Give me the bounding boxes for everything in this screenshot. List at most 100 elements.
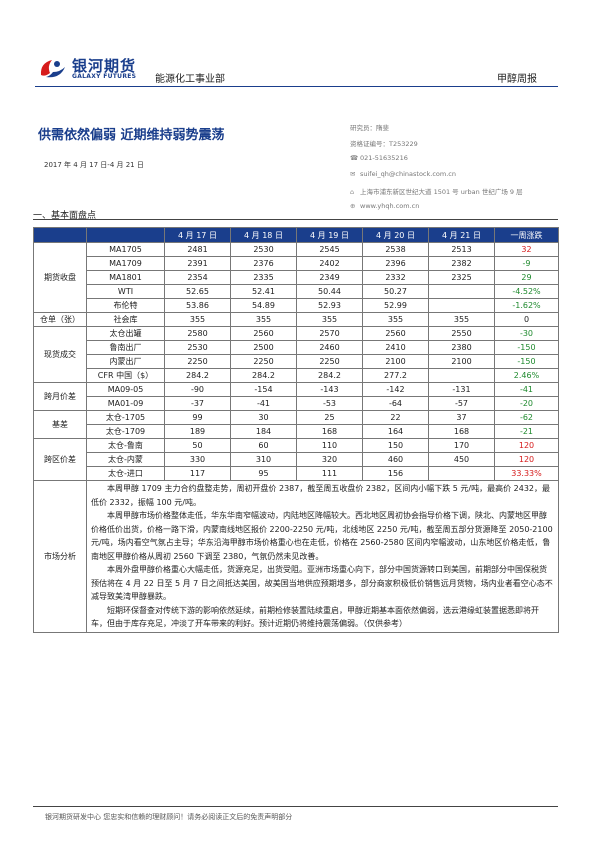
value-cell — [428, 298, 495, 313]
value-cell: 2396 — [362, 256, 429, 271]
item-label: 太仓-鲁南 — [86, 438, 165, 453]
change-cell: -20 — [494, 396, 559, 411]
change-cell: 32 — [494, 242, 559, 257]
value-cell: 2250 — [296, 354, 363, 369]
footer-divider — [33, 806, 558, 807]
value-cell: 50 — [164, 438, 231, 453]
item-label: MA09-05 — [86, 382, 165, 397]
value-cell: 277.2 — [362, 368, 429, 383]
value-cell: 110 — [296, 438, 363, 453]
table-row: MA1709 2391 2376 2402 2396 2382 -9 — [34, 256, 559, 271]
table-row: 跨月价差 MA09-05 -90 -154 -143 -142 -131 -41 — [33, 382, 559, 411]
value-cell: 2382 — [428, 256, 495, 271]
header-divider — [35, 86, 558, 87]
galaxy-logo-icon — [40, 60, 65, 78]
value-cell: 2530 — [164, 340, 231, 355]
item-label: 太仓-进口 — [86, 466, 165, 481]
item-label: 鲁南出厂 — [86, 340, 165, 355]
item-label: 太仓出罐 — [86, 326, 165, 341]
email-icon: ✉ — [350, 170, 356, 178]
value-cell: 52.99 — [362, 298, 429, 313]
value-cell: 2550 — [428, 326, 495, 341]
value-cell: 95 — [230, 466, 297, 481]
value-cell: 2391 — [164, 256, 231, 271]
value-cell: 355 — [164, 312, 231, 327]
column-header: 4 月 19 日 — [296, 227, 363, 243]
report-title: 供需依然偏弱 近期维持弱势震荡 — [38, 128, 225, 143]
value-cell: 189 — [164, 424, 231, 439]
table-row: 期货收盘 MA1705 2481 2530 2545 2538 2513 32 — [33, 242, 559, 313]
item-label: 内蒙出厂 — [86, 354, 165, 369]
value-cell: 2349 — [296, 270, 363, 285]
value-cell: 50.44 — [296, 284, 363, 299]
table-row: 布伦特 53.86 54.89 52.93 52.99 -1.62% — [34, 298, 559, 313]
analyst-license: 资格证编号：T253229 — [350, 140, 418, 148]
group-label: 跨月价差 — [33, 382, 87, 411]
value-cell: 284.2 — [296, 368, 363, 383]
value-cell: 2100 — [362, 354, 429, 369]
value-cell: 460 — [362, 452, 429, 467]
value-cell: 2545 — [296, 242, 363, 257]
value-cell: 330 — [164, 452, 231, 467]
value-cell: 450 — [428, 452, 495, 467]
analysis-paragraph: 本周甲醇市场价格整体走低，华东华南窄幅波动，内陆地区降幅较大。西北地区周初协会指… — [91, 511, 553, 561]
value-cell — [428, 284, 495, 299]
value-cell: -131 — [428, 382, 495, 397]
value-cell: 284.2 — [164, 368, 231, 383]
change-cell: -1.62% — [494, 298, 559, 313]
change-cell: -150 — [494, 340, 559, 355]
column-header: 4 月 18 日 — [230, 227, 297, 243]
table-row: MA1801 2354 2335 2349 2332 2325 29 — [34, 270, 559, 285]
group-label: 跨区价差 — [33, 438, 87, 481]
change-cell: 120 — [494, 438, 559, 453]
change-cell: 33.33% — [494, 466, 559, 481]
value-cell: 2560 — [230, 326, 297, 341]
value-cell: -37 — [164, 396, 231, 411]
address-icon: ⌂ — [350, 188, 355, 196]
section-title: 一、基本面盘点 — [33, 211, 97, 221]
value-cell: 111 — [296, 466, 363, 481]
table-row: 太仓-1709 189 184 168 164 168 -21 — [34, 424, 559, 439]
phone-icon: ☎ — [350, 154, 359, 162]
value-cell: 355 — [428, 312, 495, 327]
value-cell: -142 — [362, 382, 429, 397]
analysis-paragraph: 本周甲醇 1709 主力合约盘整走势，周初开盘价 2387，截至周五收盘价 23… — [91, 484, 551, 507]
value-cell: 60 — [230, 438, 297, 453]
table-row: CFR 中国（$） 284.2 284.2 284.2 277.2 2.46% — [34, 368, 559, 383]
value-cell: 2538 — [362, 242, 429, 257]
item-label: MA1709 — [86, 256, 165, 271]
value-cell: 2100 — [428, 354, 495, 369]
column-header: 4 月 20 日 — [362, 227, 429, 243]
value-cell: 2354 — [164, 270, 231, 285]
value-cell: 25 — [296, 410, 363, 425]
change-cell: -30 — [494, 326, 559, 341]
value-cell: 2335 — [230, 270, 297, 285]
analyst-email[interactable]: ✉ suifei_qh@chinastock.com.cn — [350, 170, 456, 178]
group-label: 基差 — [33, 410, 87, 439]
value-cell: 54.89 — [230, 298, 297, 313]
analysis-paragraph: 本周外盘甲醇价格重心大幅走低，货源充足，出货受阻。亚洲市场重心向下，部分中国货源… — [91, 565, 553, 601]
value-cell: -154 — [230, 382, 297, 397]
value-cell: 2560 — [362, 326, 429, 341]
analyst-name: 研究员：隋斐 — [350, 124, 389, 132]
item-label: 太仓-内蒙 — [86, 452, 165, 467]
report-type: 甲醇周报 — [497, 74, 537, 85]
analysis-label: 市场分析 — [33, 480, 87, 633]
value-cell: -64 — [362, 396, 429, 411]
value-cell: -53 — [296, 396, 363, 411]
item-label: 太仓-1709 — [86, 424, 165, 439]
logo-text: 银河期货 — [72, 57, 137, 75]
value-cell: 2460 — [296, 340, 363, 355]
value-cell: -143 — [296, 382, 363, 397]
column-header — [33, 227, 87, 243]
value-cell — [428, 368, 495, 383]
value-cell: 170 — [428, 438, 495, 453]
column-header: 一周涨跌 — [494, 227, 559, 243]
item-label: MA01-09 — [86, 396, 165, 411]
value-cell: 52.65 — [164, 284, 231, 299]
item-label: WTI — [86, 284, 165, 299]
group-label: 期货收盘 — [33, 242, 87, 313]
value-cell: 168 — [296, 424, 363, 439]
value-cell: 2250 — [230, 354, 297, 369]
analyst-website[interactable]: ⊕ www.yhqh.com.cn — [350, 202, 420, 210]
